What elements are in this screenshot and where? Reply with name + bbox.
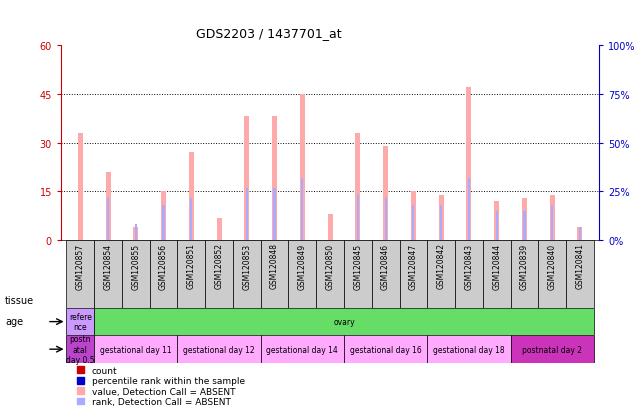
Bar [300,94,305,241]
Text: GSM120851: GSM120851 [187,243,196,289]
Bar [217,218,222,241]
Bar [67,336,94,363]
Text: GSM120845: GSM120845 [353,243,362,289]
Bar [246,189,248,241]
Text: GSM120850: GSM120850 [326,243,335,289]
Bar [205,241,233,308]
Text: GSM120855: GSM120855 [131,243,140,289]
Text: GSM120857: GSM120857 [76,243,85,289]
Text: tissue: tissue [5,296,34,306]
Text: gestational day 12: gestational day 12 [183,345,255,354]
Bar [106,173,111,241]
Bar [372,241,399,308]
Text: GSM120849: GSM120849 [298,243,307,289]
Bar [522,199,527,241]
Bar [523,211,526,241]
Bar [67,241,94,308]
Text: GSM120842: GSM120842 [437,243,445,289]
Bar [510,241,538,308]
Bar [579,228,581,241]
Bar [178,241,205,308]
Bar [538,241,566,308]
Bar [150,241,178,308]
Bar [510,336,594,363]
Text: GSM120844: GSM120844 [492,243,501,289]
Text: gestational day 18: gestational day 18 [433,345,504,354]
Bar [190,199,192,241]
Bar [344,241,372,308]
Text: refere
nce: refere nce [69,312,92,332]
Bar [399,241,428,308]
Bar [162,205,165,241]
Bar [495,211,498,241]
Text: GDS2203 / 1437701_at: GDS2203 / 1437701_at [196,27,342,40]
Text: GSM120854: GSM120854 [104,243,113,289]
Bar [468,179,470,241]
Text: age: age [5,316,23,326]
Text: GSM120853: GSM120853 [242,243,251,289]
Bar [549,195,554,241]
Bar [412,205,415,241]
Bar [328,215,333,241]
Text: GSM120839: GSM120839 [520,243,529,289]
Text: GSM120856: GSM120856 [159,243,168,289]
Text: postnatal day 2: postnatal day 2 [522,345,582,354]
Bar [440,205,442,241]
Bar [301,179,303,241]
Text: GSM120848: GSM120848 [270,243,279,289]
Text: GSM120843: GSM120843 [464,243,474,289]
Bar [78,133,83,241]
Bar [161,192,166,241]
Bar [355,133,360,241]
Bar [316,241,344,308]
Bar [244,117,249,241]
Text: gestational day 11: gestational day 11 [100,345,172,354]
Bar [428,241,455,308]
Bar [122,241,150,308]
Bar [178,336,261,363]
Bar [483,241,510,308]
Text: ovary: ovary [333,317,355,326]
Bar [578,228,583,241]
Bar [233,241,261,308]
Bar [385,199,387,241]
Bar [438,195,444,241]
Bar [411,192,416,241]
Bar [566,241,594,308]
Bar [274,189,276,241]
Bar [357,195,359,241]
Text: postn
atal
day 0.5: postn atal day 0.5 [66,335,95,364]
Bar [494,202,499,241]
Bar [94,336,178,363]
Bar [467,88,471,241]
Text: GSM120847: GSM120847 [409,243,418,289]
Bar [135,225,137,241]
Bar [133,228,138,241]
Bar [428,336,510,363]
Bar [344,336,428,363]
Text: GSM120840: GSM120840 [547,243,556,289]
Bar [107,199,109,241]
Text: GSM120846: GSM120846 [381,243,390,289]
Bar [288,241,316,308]
Bar [383,147,388,241]
Bar [261,336,344,363]
Bar [94,241,122,308]
Bar [455,241,483,308]
Bar [67,308,94,336]
Text: GSM120852: GSM120852 [215,243,224,289]
Bar [551,205,553,241]
Text: gestational day 16: gestational day 16 [350,345,422,354]
Bar [261,241,288,308]
Bar [189,153,194,241]
Text: gestational day 14: gestational day 14 [267,345,338,354]
Bar [272,117,277,241]
Legend: count, percentile rank within the sample, value, Detection Call = ABSENT, rank, : count, percentile rank within the sample… [76,365,246,407]
Text: GSM120841: GSM120841 [576,243,585,289]
